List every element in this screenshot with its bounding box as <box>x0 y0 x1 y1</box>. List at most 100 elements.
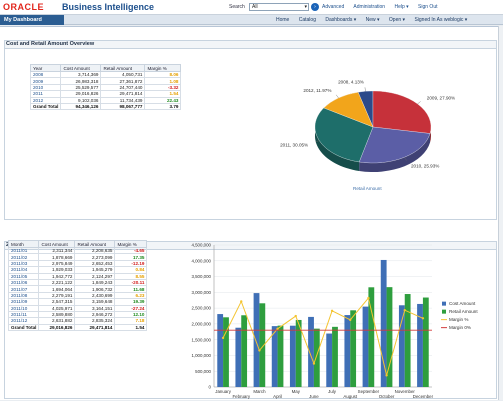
help-menu[interactable]: Help ▾ <box>394 4 409 10</box>
row-label[interactable]: 2011/09 <box>7 298 40 306</box>
bar-cost-November[interactable] <box>398 305 405 387</box>
bar-retail-February[interactable] <box>241 315 248 387</box>
bar-cost-October[interactable] <box>380 259 387 387</box>
col-cost[interactable]: Cost Amount <box>38 240 76 248</box>
right-scrollbar[interactable] <box>498 26 503 400</box>
margin-point[interactable] <box>367 296 370 300</box>
margin-point[interactable] <box>312 362 316 365</box>
row-label[interactable]: 2011/02 <box>7 253 40 261</box>
pie-label: 2009, 27.90% <box>427 96 455 101</box>
row-label[interactable]: 2011/06 <box>7 278 40 287</box>
dashboard-page: Cost and Retail Amount Overview Year Cos… <box>0 26 503 400</box>
margin-point[interactable] <box>403 308 406 312</box>
search-go-button[interactable]: › <box>311 3 319 11</box>
sign-out-link[interactable]: Sign Out <box>418 4 438 10</box>
bar-retail-July[interactable] <box>332 326 338 387</box>
home-link[interactable]: Home <box>276 17 290 23</box>
open-menu[interactable]: Open ▾ <box>388 17 406 23</box>
margin-point[interactable] <box>221 336 225 340</box>
x-tick-label: October <box>379 394 395 399</box>
bar-cost-September[interactable] <box>362 306 369 387</box>
col-margin[interactable]: Margin % <box>144 64 182 72</box>
advanced-link[interactable]: Advanced <box>322 4 345 10</box>
nav-links: Home Catalog Dashboards ▾ New ▾ Open ▾ S… <box>276 17 475 23</box>
bar-retail-September[interactable] <box>368 287 375 387</box>
total-cell: Grand Total <box>29 102 62 111</box>
y-tick-label: 4,500,000 <box>191 243 211 248</box>
row-label[interactable]: 2011 <box>29 90 62 98</box>
bar-retail-May[interactable] <box>295 319 302 387</box>
cell: -27.24 <box>114 304 148 312</box>
bar-cost-December[interactable] <box>417 303 423 387</box>
row-label[interactable]: 2011/11 <box>7 310 40 319</box>
row-label[interactable]: 2011/05 <box>7 272 40 280</box>
row-label[interactable]: 2008 <box>29 70 62 79</box>
row-label[interactable]: 2011/04 <box>7 266 40 274</box>
col-month[interactable]: Month <box>7 240 40 248</box>
row-label[interactable]: 2009 <box>29 77 62 85</box>
margin-point[interactable] <box>276 327 279 331</box>
table-row: 2009 26,983,318 27,361,872 1.08 <box>29 77 182 85</box>
tab-my-dashboard[interactable]: My Dashboard <box>0 15 64 25</box>
section-title-overview: Cost and Retail Amount Overview <box>4 40 497 49</box>
row-label[interactable]: 2011/08 <box>7 291 40 300</box>
row-label[interactable]: 2011/12 <box>7 317 40 325</box>
pie-slice-2010[interactable] <box>358 126 431 164</box>
bar-retail-March[interactable] <box>259 303 266 387</box>
new-menu[interactable]: New ▾ <box>365 17 380 23</box>
bar-cost-May[interactable] <box>289 325 296 387</box>
yearly-table: Year Cost Amount Retail Amount Margin % … <box>29 64 182 111</box>
bar-cost-July[interactable] <box>326 333 333 387</box>
pie-slice-side-2011 <box>315 107 360 171</box>
row-label[interactable]: 2011/07 <box>7 285 40 293</box>
row-label[interactable]: 2012 <box>29 96 62 104</box>
col-retail[interactable]: Retail Amount <box>100 64 146 72</box>
margin-point[interactable] <box>421 317 425 320</box>
bar-retail-January[interactable] <box>223 317 229 387</box>
cell: 8.06 <box>144 70 182 79</box>
bar-retail-December[interactable] <box>422 297 429 387</box>
legend-label: Margin 0% <box>449 325 471 330</box>
col-year[interactable]: Year <box>29 64 62 72</box>
table-row: 2011/11 2,589,880 2,946,272 12.10 <box>7 310 148 319</box>
bar-retail-April[interactable] <box>277 325 284 387</box>
y-tick-label: 3,500,000 <box>191 274 211 279</box>
margin-point[interactable] <box>258 349 261 352</box>
monthly-table: Month Cost Amount Retail Amount Margin %… <box>7 240 148 332</box>
cell: 0.84 <box>114 266 148 274</box>
signed-in-menu[interactable]: Signed In As weblogic ▾ <box>414 17 468 23</box>
row-label[interactable]: 2011/10 <box>7 304 40 312</box>
row-label[interactable]: 2011/03 <box>7 259 40 268</box>
dashboards-menu[interactable]: Dashboards ▾ <box>325 17 357 23</box>
pie-caption: Retail Amount <box>353 186 382 191</box>
bar-cost-March[interactable] <box>253 293 260 387</box>
pie-leader-line <box>315 140 320 143</box>
bar-cost-August[interactable] <box>344 315 351 387</box>
table-row: 2008 3,714,369 4,050,731 8.06 <box>29 70 182 79</box>
margin-point[interactable] <box>385 374 388 377</box>
margin-point[interactable] <box>240 300 243 303</box>
bar-retail-August[interactable] <box>350 310 357 387</box>
margin-line[interactable] <box>222 296 424 376</box>
bar-cost-February[interactable] <box>235 327 242 387</box>
bar-retail-November[interactable] <box>404 294 411 387</box>
x-tick-label: May <box>292 389 301 394</box>
col-margin[interactable]: Margin % <box>114 240 148 248</box>
row-label[interactable]: 2010 <box>29 83 62 92</box>
margin-point[interactable] <box>330 309 334 313</box>
pie-slice-2012[interactable] <box>323 92 374 128</box>
bar-cost-January[interactable] <box>217 314 224 387</box>
search-scope-select[interactable]: All ▾ <box>249 3 309 11</box>
administration-link[interactable]: Administration <box>353 4 386 10</box>
bar-cost-June[interactable] <box>308 316 314 387</box>
y-tick-label: 0 <box>209 385 212 390</box>
bar-cost-April[interactable] <box>271 326 278 387</box>
margin-point[interactable] <box>294 314 297 318</box>
bar-retail-October[interactable] <box>386 287 393 387</box>
bar-retail-June[interactable] <box>313 328 320 387</box>
catalog-link[interactable]: Catalog <box>298 17 316 23</box>
col-cost[interactable]: Cost Amount <box>60 64 102 72</box>
margin-point[interactable] <box>349 318 352 322</box>
col-retail[interactable]: Retail Amount <box>74 240 116 248</box>
pie-slice-2009[interactable] <box>372 90 432 134</box>
